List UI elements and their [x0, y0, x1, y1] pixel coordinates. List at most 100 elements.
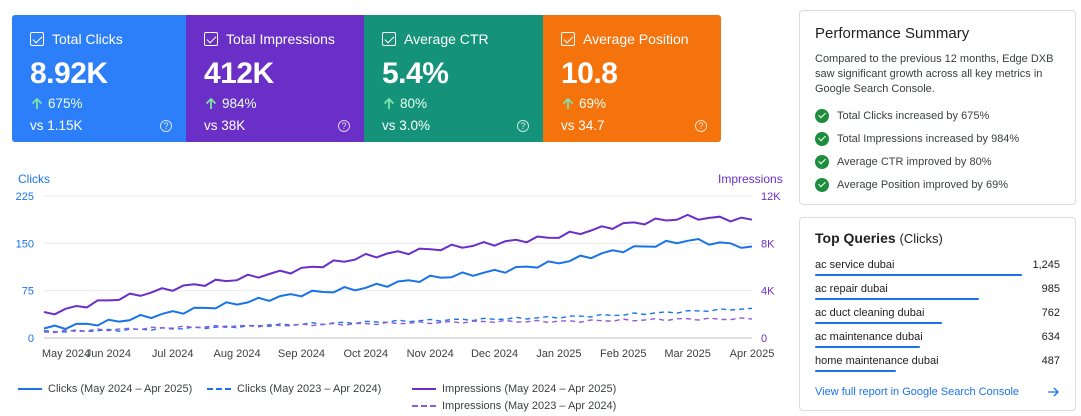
x-tick-label: Oct 2024: [343, 348, 388, 360]
full-report-link[interactable]: View full report in Google Search Consol…: [815, 386, 1060, 398]
summary-item: Average Position improved by 69%: [815, 173, 1060, 196]
arrow-up-icon: [205, 97, 217, 109]
queries-title-text: Top Queries: [815, 230, 896, 246]
summary-description: Compared to the previous 12 months, Edge…: [815, 53, 1054, 95]
x-tick-label: Jan 2025: [536, 348, 581, 360]
query-row[interactable]: home maintenance dubai 487: [815, 352, 1060, 376]
help-icon[interactable]: ?: [160, 120, 172, 132]
series-line: [43, 237, 753, 331]
card-value: 10.8: [561, 57, 618, 90]
check-circle-icon: [815, 177, 829, 192]
x-tick-label: Nov 2024: [407, 348, 454, 360]
query-bar: [815, 322, 942, 324]
card-comparison: vs 38K: [204, 118, 246, 133]
arrow-up-icon: [31, 97, 43, 109]
right-tick-label: 12K: [761, 191, 781, 203]
x-tick-label: Jul 2024: [152, 348, 194, 360]
query-bar: [815, 274, 1022, 276]
query-name[interactable]: ac repair dubai: [815, 283, 888, 295]
card-value: 5.4%: [382, 57, 449, 90]
legend-item[interactable]: Clicks (May 2023 – Apr 2024): [207, 383, 381, 395]
arrow-right-icon[interactable]: [1048, 387, 1060, 397]
card-comparison: vs 3.0%: [382, 118, 431, 133]
summary-item-text: Total Impressions increased by 984%: [837, 132, 1020, 145]
query-row[interactable]: ac service dubai 1,245: [815, 256, 1060, 280]
query-name[interactable]: ac duct cleaning dubai: [815, 307, 925, 319]
x-tick-label: Feb 2025: [600, 348, 646, 360]
card-comparison: vs 34.7: [561, 118, 605, 133]
full-report-label[interactable]: View full report in Google Search Consol…: [815, 386, 1020, 398]
arrow-up-icon: [383, 97, 395, 109]
card-comparison: vs 1.15K: [30, 118, 83, 133]
query-name[interactable]: ac maintenance dubai: [815, 331, 923, 343]
card-header[interactable]: Average Position: [561, 31, 689, 47]
metric-cards: Total Clicks 8.92K 675% vs 1.15K ? Total…: [12, 15, 721, 142]
query-name[interactable]: home maintenance dubai: [815, 355, 939, 367]
metric-card[interactable]: Total Clicks 8.92K 675% vs 1.15K ?: [12, 15, 186, 142]
card-change: 984%: [204, 96, 257, 111]
checkbox-icon[interactable]: [382, 32, 396, 46]
card-value: 412K: [204, 57, 274, 90]
queries-title: Top Queries (Clicks): [815, 230, 1060, 246]
right-tick-label: 8K: [761, 238, 775, 250]
left-tick-label: 225: [16, 191, 34, 203]
summary-item-text: Total Clicks increased by 675%: [837, 109, 990, 122]
card-change: 69%: [561, 96, 606, 111]
left-axis-title: Clicks: [18, 172, 50, 186]
legend-swatch: [18, 388, 42, 390]
legend-label: Impressions (May 2023 – Apr 2024): [442, 400, 617, 412]
summary-item-text: Average Position improved by 69%: [837, 178, 1009, 191]
legend-item[interactable]: Impressions (May 2024 – Apr 2025): [412, 383, 616, 395]
series-line: [43, 317, 753, 334]
left-tick-label: 75: [22, 286, 34, 298]
summary-item: Total Impressions increased by 984%: [815, 127, 1060, 150]
checkbox-icon[interactable]: [561, 32, 575, 46]
card-change-value: 984%: [222, 96, 257, 111]
help-icon[interactable]: ?: [695, 120, 707, 132]
series-line: [43, 213, 753, 316]
right-axis-title: Impressions: [718, 172, 783, 186]
card-label: Total Impressions: [226, 31, 335, 47]
checkbox-icon[interactable]: [30, 32, 44, 46]
help-icon[interactable]: ?: [338, 120, 350, 132]
metric-card[interactable]: Total Impressions 412K 984% vs 38K ?: [186, 15, 364, 142]
metric-card[interactable]: Average Position 10.8 69% vs 34.7 ?: [543, 15, 721, 142]
card-header[interactable]: Total Clicks: [30, 31, 123, 47]
summary-item: Average CTR improved by 80%: [815, 150, 1060, 173]
check-circle-icon: [815, 108, 829, 123]
query-bar: [815, 298, 979, 300]
performance-summary-panel: Performance Summary Compared to the prev…: [799, 10, 1076, 205]
right-tick-label: 0: [761, 333, 767, 345]
legend-label: Impressions (May 2024 – Apr 2025): [442, 383, 617, 395]
query-row[interactable]: ac repair dubai 985: [815, 280, 1060, 304]
help-icon[interactable]: ?: [517, 120, 529, 132]
card-header[interactable]: Total Impressions: [204, 31, 335, 47]
metric-card[interactable]: Average CTR 5.4% 80% vs 3.0% ?: [364, 15, 543, 142]
top-queries-panel: Top Queries (Clicks) ac service dubai 1,…: [799, 217, 1076, 411]
legend-item[interactable]: Impressions (May 2023 – Apr 2024): [412, 400, 616, 412]
performance-chart: Clicks Impressions 225 150 75 0 12K 8K 4K 0 May …: [0, 165, 790, 415]
query-row[interactable]: ac duct cleaning dubai 762: [815, 304, 1060, 328]
legend-swatch: [412, 405, 436, 407]
summary-item-text: Average CTR improved by 80%: [837, 155, 992, 168]
card-change: 80%: [382, 96, 427, 111]
query-count: 487: [1041, 355, 1060, 367]
card-header[interactable]: Average CTR: [382, 31, 489, 47]
card-change-value: 675%: [48, 96, 83, 111]
query-bar: [815, 346, 921, 348]
query-count: 634: [1041, 331, 1060, 343]
queries-subtitle: (Clicks): [899, 231, 943, 246]
legend-item[interactable]: Clicks (May 2024 – Apr 2025): [18, 383, 192, 395]
query-name[interactable]: ac service dubai: [815, 259, 895, 271]
checkbox-icon[interactable]: [204, 32, 218, 46]
query-row[interactable]: ac maintenance dubai 634: [815, 328, 1060, 352]
legend-label: Clicks (May 2024 – Apr 2025): [48, 383, 193, 395]
card-change: 675%: [30, 96, 83, 111]
card-label: Average CTR: [404, 31, 489, 47]
legend-swatch: [412, 388, 436, 390]
arrow-up-icon: [562, 97, 574, 109]
x-tick-label: Apr 2025: [730, 348, 775, 360]
card-value: 8.92K: [30, 57, 108, 90]
summary-item: Total Clicks increased by 675%: [815, 104, 1060, 127]
x-tick-label: Jun 2024: [86, 348, 131, 360]
